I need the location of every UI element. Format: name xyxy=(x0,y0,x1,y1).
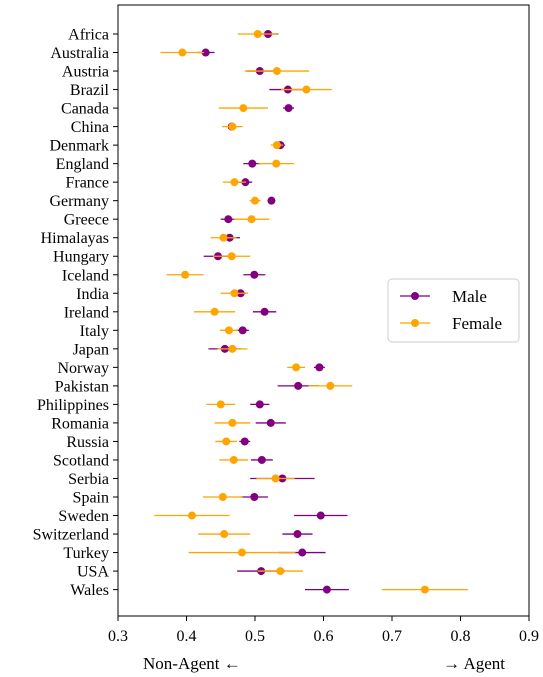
x-tick-label: 0.9 xyxy=(519,628,539,645)
data-point xyxy=(272,474,280,482)
data-point xyxy=(254,30,262,38)
category-label: Brazil xyxy=(70,82,110,99)
data-point xyxy=(256,400,264,408)
category-label: Iceland xyxy=(62,267,109,284)
data-point xyxy=(250,271,258,279)
data-point xyxy=(293,530,301,538)
data-point xyxy=(250,493,258,501)
data-point xyxy=(273,141,281,149)
x-tick-label: 0.7 xyxy=(382,628,402,645)
data-point xyxy=(241,437,249,445)
category-label: Spain xyxy=(73,490,109,507)
non-agent-annotation: Non-Agent ← xyxy=(143,654,241,673)
data-point xyxy=(217,400,225,408)
category-label: Switzerland xyxy=(33,527,109,544)
x-axis: 0.3 0.4 0.5 0.6 0.7 0.8 0.9 xyxy=(108,616,539,645)
data-point xyxy=(276,567,284,575)
category-label: Himalayas xyxy=(41,230,109,247)
category-label: China xyxy=(71,119,109,136)
data-point xyxy=(258,456,266,464)
category-label: Hungary xyxy=(53,249,109,266)
data-point xyxy=(222,437,230,445)
data-point xyxy=(230,456,238,464)
data-point xyxy=(317,512,325,520)
data-point xyxy=(326,382,334,390)
data-point xyxy=(188,512,196,520)
data-point xyxy=(261,308,269,316)
legend-male-marker xyxy=(411,292,419,300)
data-point xyxy=(298,549,306,557)
category-label: Ireland xyxy=(64,304,109,321)
category-label: England xyxy=(56,156,109,173)
category-label: Japan xyxy=(73,341,109,358)
data-point xyxy=(315,363,323,371)
data-point xyxy=(178,49,186,57)
data-point xyxy=(248,215,256,223)
data-point xyxy=(228,419,236,427)
category-label: Denmark xyxy=(49,138,109,155)
data-point xyxy=(273,67,281,75)
category-label: Austria xyxy=(62,64,109,81)
data-point xyxy=(228,252,236,260)
data-point xyxy=(219,234,227,242)
data-point xyxy=(267,197,275,205)
data-point xyxy=(219,493,227,501)
data-point xyxy=(211,308,219,316)
data-point xyxy=(239,326,247,334)
data-point xyxy=(224,215,232,223)
data-point xyxy=(251,197,259,205)
category-label: Sweden xyxy=(58,508,109,525)
x-tick-label: 0.6 xyxy=(314,628,334,645)
category-label: Canada xyxy=(61,101,109,118)
data-point xyxy=(228,345,236,353)
x-tick-label: 0.4 xyxy=(177,628,197,645)
data-point xyxy=(302,86,310,94)
data-point xyxy=(272,160,280,168)
x-tick-label: 0.5 xyxy=(245,628,265,645)
legend: Male Female xyxy=(388,279,519,342)
category-label: Italy xyxy=(80,323,109,340)
category-label: India xyxy=(76,286,109,303)
legend-female-marker xyxy=(411,319,419,327)
legend-female-label: Female xyxy=(452,314,502,333)
data-point xyxy=(323,586,331,594)
x-tick-label: 0.3 xyxy=(108,628,128,645)
category-label: Serbia xyxy=(68,471,109,488)
data-point xyxy=(225,326,233,334)
category-label: Pakistan xyxy=(55,378,109,395)
category-label: Romania xyxy=(51,415,109,432)
data-point xyxy=(230,289,238,297)
category-label: USA xyxy=(77,564,109,581)
data-point xyxy=(294,382,302,390)
legend-male-label: Male xyxy=(452,287,487,306)
data-point xyxy=(292,363,300,371)
category-label: Australia xyxy=(50,45,109,62)
data-point xyxy=(239,104,247,112)
x-tick-label: 0.8 xyxy=(451,628,471,645)
data-point xyxy=(238,549,246,557)
data-point xyxy=(181,271,189,279)
data-point xyxy=(248,160,256,168)
category-label: Scotland xyxy=(53,452,109,469)
category-label: Wales xyxy=(70,582,109,599)
data-point xyxy=(220,530,228,538)
agent-annotation: → Agent xyxy=(443,654,505,673)
data-point xyxy=(267,419,275,427)
category-label: Africa xyxy=(68,27,109,44)
category-label: Russia xyxy=(66,434,109,451)
category-label: Philippines xyxy=(37,397,109,414)
category-label: Norway xyxy=(57,360,109,377)
data-point xyxy=(285,104,293,112)
data-point xyxy=(421,586,429,594)
data-point xyxy=(228,123,236,131)
data-point xyxy=(230,178,238,186)
category-label: Turkey xyxy=(63,545,109,562)
category-label: Germany xyxy=(49,193,109,210)
category-label: Greece xyxy=(64,212,109,229)
category-label: France xyxy=(65,175,109,192)
